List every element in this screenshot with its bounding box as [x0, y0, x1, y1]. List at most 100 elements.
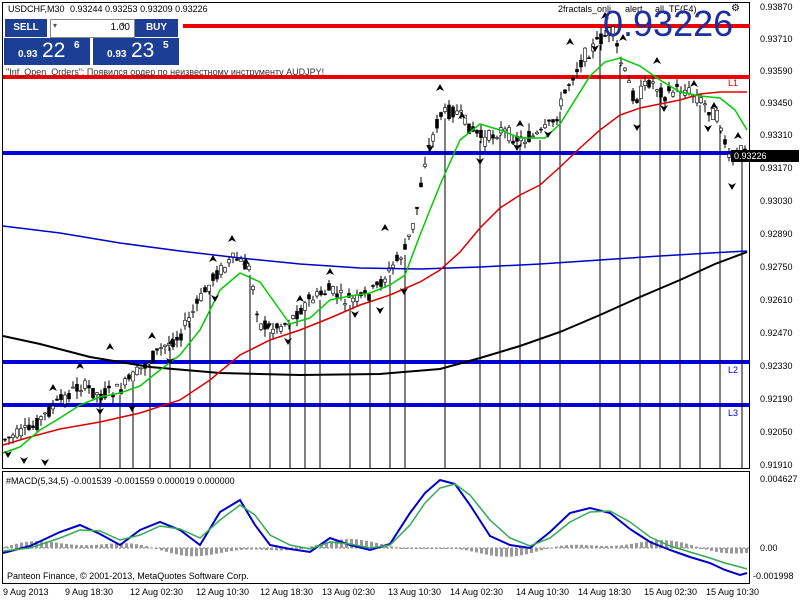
time-tick: 13 Aug 02:30: [322, 587, 376, 597]
candle-body: [219, 265, 223, 275]
macd-bar: [165, 548, 168, 552]
buy-price-box[interactable]: 0.93 23 5: [93, 38, 179, 65]
macd-bar: [715, 548, 718, 552]
macd-bar: [205, 548, 208, 556]
macd-bar: [45, 541, 48, 548]
sell-price-big: 22: [42, 39, 66, 62]
fractal-down-arrow: [20, 457, 28, 464]
fractal-up-arrow: [601, 12, 609, 19]
candle-body: [35, 418, 39, 431]
macd-bar: [210, 548, 213, 555]
candle-body: [279, 326, 283, 332]
macd-bar: [605, 545, 608, 548]
fractal-down-arrow: [41, 459, 49, 466]
fractal-up-arrow: [296, 295, 304, 302]
macd-bar: [300, 548, 303, 549]
macd-bar: [175, 548, 178, 555]
candle-body: [547, 119, 551, 122]
price-tick: 0.93870: [760, 2, 793, 12]
candle-body: [555, 119, 559, 122]
candle-body: [599, 33, 603, 45]
indicator-name-3: all_TF(F4): [655, 4, 697, 14]
macd-bar: [700, 548, 703, 549]
macd-bar: [565, 545, 568, 548]
candle-body: [227, 259, 231, 264]
sell-button[interactable]: SELL: [5, 19, 47, 37]
chevron-down-icon[interactable]: ▾: [53, 21, 58, 30]
candle-body: [87, 385, 91, 389]
fractal-down-arrow: [128, 405, 136, 412]
macd-bar: [690, 545, 693, 548]
buy-price-big: 23: [131, 39, 155, 62]
candle-body: [491, 134, 495, 139]
candle-body: [191, 311, 195, 313]
buy-button[interactable]: BUY: [135, 19, 178, 37]
price-tick: 0.92890: [760, 229, 793, 239]
candle-body: [31, 425, 35, 429]
macd-bar: [260, 548, 263, 550]
macd-bar: [600, 545, 603, 548]
level-red-top[interactable]: [183, 24, 750, 28]
candle-body: [639, 85, 643, 99]
candle-body: [319, 290, 323, 296]
time-tick: 12 Aug 02:30: [130, 587, 184, 597]
macd-bar: [320, 543, 323, 548]
candle-body: [511, 140, 515, 144]
macd-bar: [545, 548, 548, 549]
fractal-down-arrow: [351, 311, 359, 318]
level-label-l1: L1: [728, 78, 739, 88]
macd-bar: [120, 543, 123, 548]
macd-bar: [330, 541, 333, 548]
price-tick: 0.92610: [760, 295, 793, 305]
macd-bar: [255, 548, 258, 550]
chevron-up-icon[interactable]: ▴: [121, 19, 126, 28]
fractal-up-arrow: [690, 80, 698, 87]
candle-body: [407, 234, 411, 237]
macd-bar: [90, 545, 93, 548]
gear-icon[interactable]: ⚙: [731, 3, 740, 14]
macd-bar: [70, 544, 73, 548]
macd-bar: [245, 548, 248, 550]
price-tick: 0.91910: [760, 460, 793, 470]
lot-size-input[interactable]: ▾ 1.00: [50, 19, 135, 38]
macd-bar: [275, 548, 278, 551]
macd-bar: [630, 543, 633, 548]
macd-bar: [445, 548, 448, 549]
candle-body: [7, 436, 11, 439]
indicator-name-2: alert: [625, 4, 643, 14]
fractal-up-arrow: [566, 38, 574, 45]
macd-bar: [650, 540, 653, 548]
macd-bar: [615, 545, 618, 548]
sell-price-pipette: 6: [74, 40, 80, 51]
level-blue-l3[interactable]: [3, 403, 750, 407]
level-blue-current[interactable]: [3, 151, 750, 155]
fractal-up-arrow: [76, 362, 84, 369]
level-red-l1[interactable]: [3, 75, 750, 79]
fractal-down-arrow: [728, 183, 736, 190]
candle-body: [587, 57, 591, 59]
macd-bar: [250, 548, 253, 550]
macd-bar: [530, 548, 533, 553]
macd-bar: [15, 543, 18, 548]
macd-bar: [480, 548, 483, 554]
macd-bar: [610, 545, 613, 548]
price-tick: 0.92750: [760, 262, 793, 272]
candle-body: [435, 119, 439, 129]
fractal-up-arrow: [516, 120, 524, 127]
price-tick: 0.93710: [760, 34, 793, 44]
candle-body: [203, 287, 207, 293]
candle-body: [475, 129, 479, 134]
candle-body: [663, 97, 667, 102]
level-blue-l2[interactable]: [3, 360, 750, 364]
fractal-down-arrow: [166, 358, 174, 365]
macd-bar: [590, 545, 593, 548]
sell-price-box[interactable]: 0.93 22 6: [4, 38, 90, 65]
macd-bar: [230, 548, 233, 552]
candle-body: [391, 264, 395, 268]
candle-body: [455, 110, 459, 115]
macd-label: #MACD(5,34,5) -0.001539 -0.001559 0.0000…: [6, 476, 235, 486]
fractal-down-arrow: [704, 125, 712, 132]
candle-body: [103, 388, 107, 399]
candle-body: [699, 97, 703, 104]
